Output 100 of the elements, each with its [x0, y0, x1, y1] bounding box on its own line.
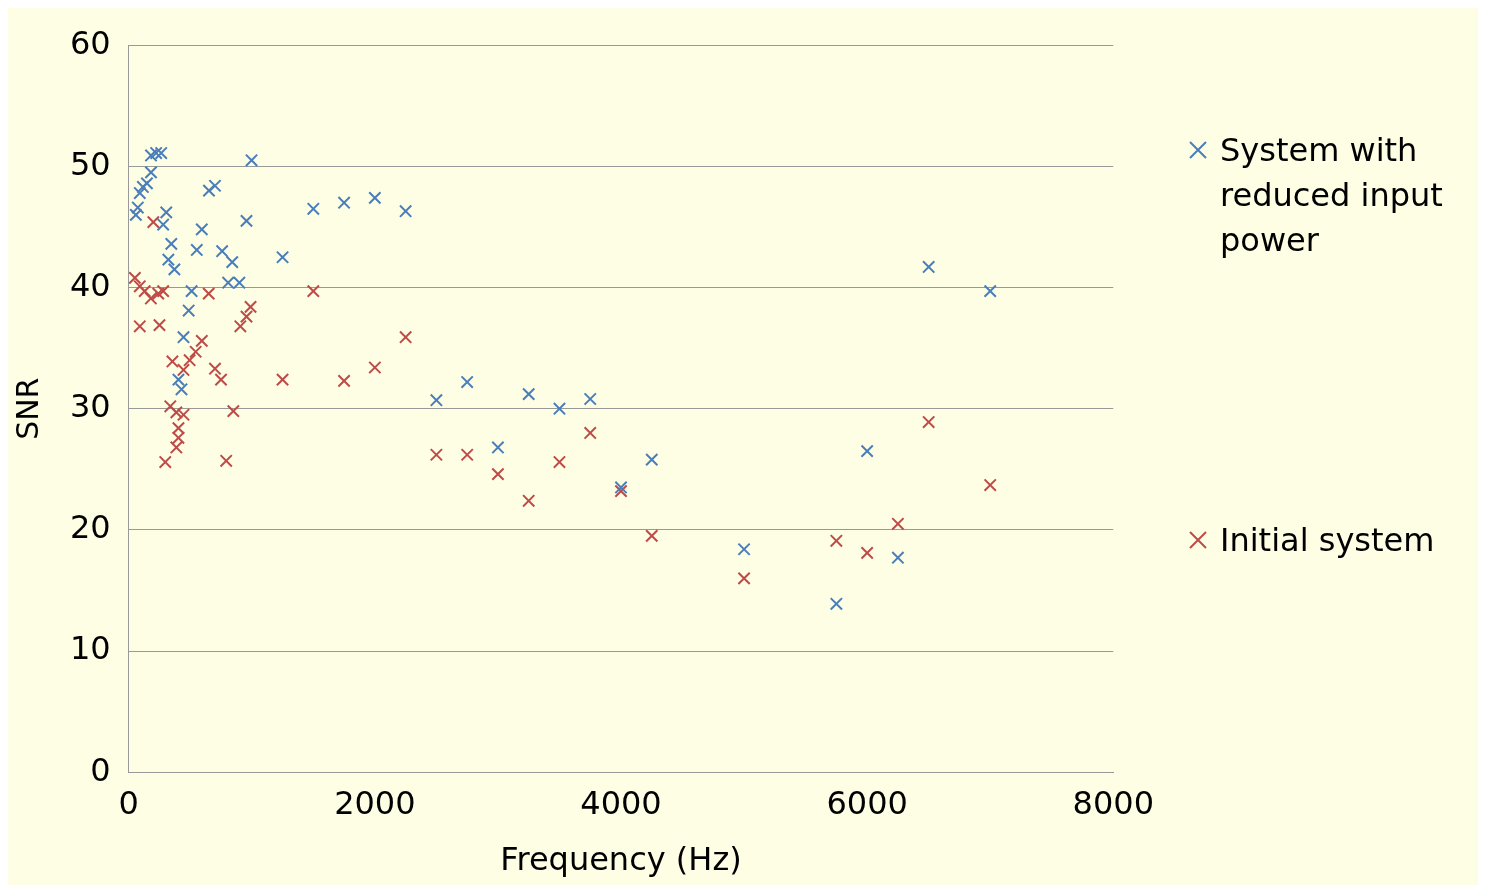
- point: [860, 444, 874, 458]
- y-tick-label: 20: [70, 508, 111, 547]
- point: [140, 176, 154, 190]
- point: [583, 392, 597, 406]
- x-tick-label: 0: [118, 783, 139, 822]
- x-tick-label: 8000: [1072, 783, 1154, 822]
- point: [244, 153, 259, 167]
- y-tick-label: 60: [70, 23, 111, 62]
- point: [614, 480, 628, 495]
- point: [491, 440, 505, 455]
- y-tick-label: 10: [70, 629, 111, 668]
- point: [226, 404, 240, 418]
- point: [614, 484, 628, 498]
- point: [128, 271, 142, 285]
- point: [138, 284, 152, 298]
- point: [144, 148, 158, 163]
- point: [583, 426, 597, 440]
- point: [215, 244, 229, 258]
- point: [922, 415, 936, 429]
- point: [232, 276, 247, 290]
- point: [368, 191, 382, 205]
- point: [163, 399, 177, 413]
- point: [165, 354, 180, 369]
- point: [164, 237, 178, 251]
- point: [829, 597, 844, 611]
- point: [243, 300, 258, 314]
- point: [189, 345, 203, 359]
- point: [176, 363, 191, 377]
- point: [491, 467, 505, 481]
- point: [829, 534, 844, 548]
- point: [161, 253, 175, 267]
- point: [202, 286, 216, 301]
- legend-label: Initial system: [1220, 520, 1435, 561]
- point: [522, 494, 536, 508]
- point: [136, 180, 150, 194]
- y-axis-title: SNR: [9, 377, 45, 440]
- point: [233, 319, 247, 333]
- point: [151, 286, 165, 301]
- y-tick-label: 0: [90, 750, 111, 789]
- point: [337, 196, 351, 210]
- point: [144, 165, 158, 180]
- point: [922, 260, 936, 274]
- point: [152, 318, 167, 332]
- point: [176, 408, 191, 422]
- point: [275, 250, 290, 264]
- x-axis-title: Frequency (Hz): [500, 840, 742, 879]
- point: [225, 255, 239, 269]
- point: [219, 454, 233, 468]
- point: [737, 571, 751, 585]
- point: [275, 372, 290, 387]
- point: [239, 309, 254, 324]
- point: [221, 276, 235, 290]
- point: [133, 279, 147, 293]
- point: [182, 353, 197, 367]
- point: [202, 183, 216, 198]
- point: [891, 517, 905, 531]
- point: [522, 387, 536, 401]
- y-tick-label: 40: [70, 265, 111, 304]
- point: [214, 372, 228, 387]
- point: [154, 146, 168, 160]
- point: [460, 448, 474, 462]
- point: [429, 393, 444, 407]
- point: [190, 243, 204, 257]
- point: [182, 303, 196, 318]
- point: [149, 146, 163, 160]
- point: [983, 284, 997, 298]
- point: [460, 375, 474, 389]
- point: [645, 452, 659, 467]
- point: [176, 330, 191, 344]
- legend-label: System with reduced input power: [1220, 130, 1444, 261]
- point: [133, 319, 147, 333]
- point: [144, 291, 158, 306]
- point: [429, 448, 444, 462]
- x-tick-label: 2000: [334, 783, 416, 822]
- point: [368, 360, 382, 375]
- point: [167, 262, 182, 277]
- point: [891, 551, 905, 565]
- x-tick-label: 6000: [826, 783, 908, 822]
- y-tick-label: 50: [70, 144, 111, 183]
- point: [398, 330, 413, 344]
- point: [239, 214, 254, 228]
- point: [129, 208, 143, 222]
- point: [169, 405, 183, 419]
- point: [737, 542, 751, 556]
- point: [306, 284, 320, 298]
- x-tick-label: 4000: [580, 783, 662, 822]
- point: [337, 374, 351, 388]
- point: [146, 215, 160, 229]
- point: [158, 455, 172, 469]
- point: [552, 455, 567, 469]
- point: [208, 362, 222, 376]
- point: [860, 546, 874, 560]
- point: [195, 334, 209, 348]
- point: [983, 478, 997, 492]
- point: [184, 284, 199, 298]
- point: [208, 179, 222, 193]
- point: [645, 529, 659, 543]
- point: [195, 222, 209, 237]
- point: [552, 402, 567, 416]
- y-tick-label: 30: [70, 387, 111, 426]
